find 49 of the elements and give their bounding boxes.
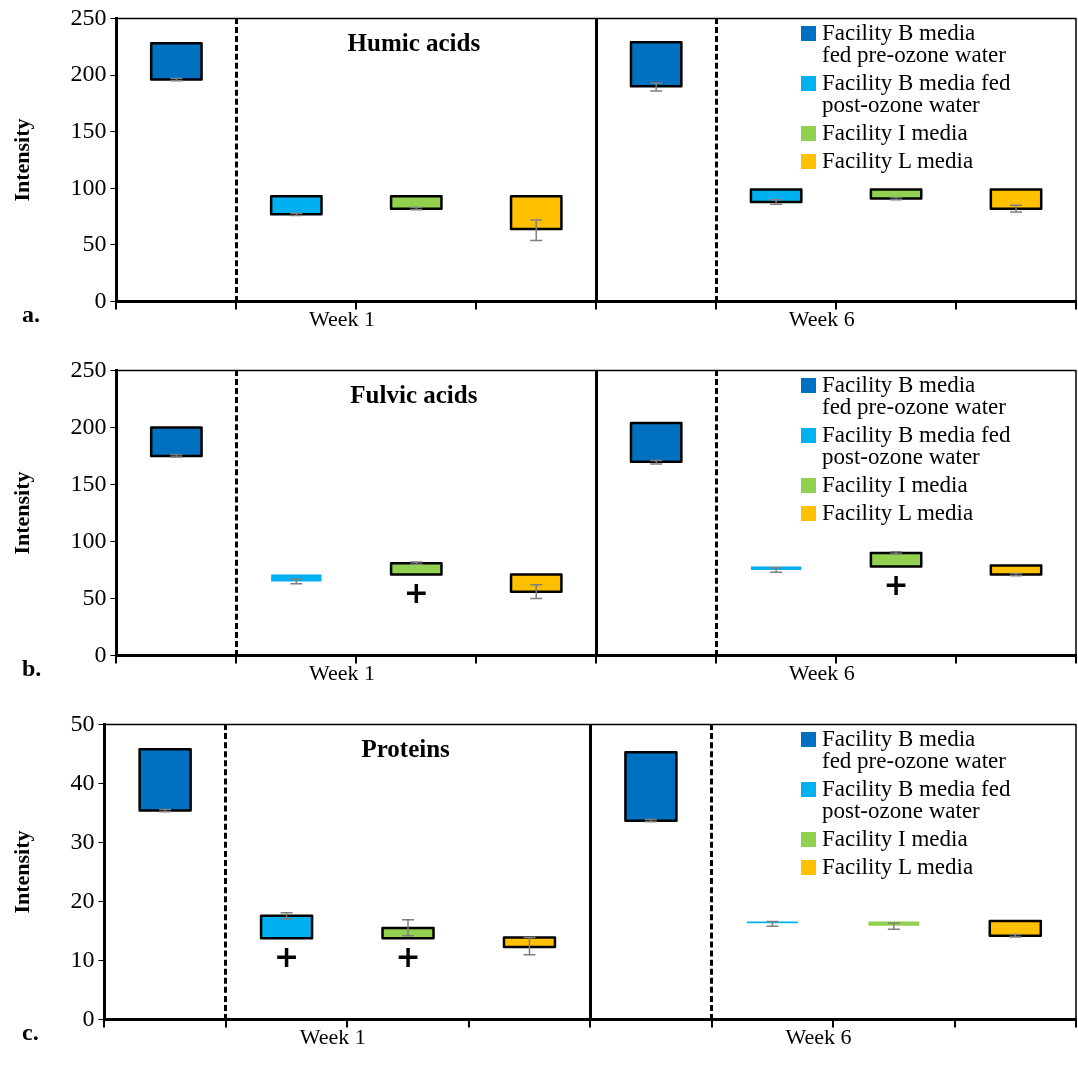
text: Week 6 xyxy=(788,306,855,332)
text: Week 1 xyxy=(308,660,375,686)
y-tick-label: 200 xyxy=(70,60,107,87)
y-tick-label: 250 xyxy=(70,3,107,30)
legend-label: Facility B media fed pre-ozone water xyxy=(822,372,1007,419)
y-tick-label: 100 xyxy=(70,173,107,200)
y-tick-label: 0 xyxy=(82,1004,95,1031)
y-tick-label: 0 xyxy=(94,640,107,667)
legend-label: Facility B media fed post-ozone water xyxy=(822,70,1012,117)
legend-label: Facility I media xyxy=(822,472,969,497)
y-tick-label: 100 xyxy=(70,526,107,553)
y-axis-title: Intensity xyxy=(8,471,34,555)
y-tick-label: 20 xyxy=(70,886,95,913)
legend-label: Facility L media xyxy=(822,500,975,525)
text: a. xyxy=(22,300,40,327)
y-axis-title: Intensity xyxy=(8,830,34,914)
legend-label: Facility B media fed pre-ozone water xyxy=(822,726,1007,773)
annotation: + xyxy=(395,938,421,974)
y-tick-label: 50 xyxy=(82,583,107,610)
y-tick-label: 250 xyxy=(70,355,107,382)
legend-label: Facility B media fed post-ozone water xyxy=(822,776,1012,823)
text: Week 1 xyxy=(299,1024,366,1050)
text: c. xyxy=(22,1018,39,1045)
legend-label: Facility I media xyxy=(822,120,969,145)
chart-title: Proteins xyxy=(361,735,451,763)
y-tick-label: 10 xyxy=(70,945,95,972)
text: Week 6 xyxy=(788,660,855,686)
text: b. xyxy=(22,654,42,681)
y-tick-label: 150 xyxy=(70,469,107,496)
legend-label: Facility I media xyxy=(822,826,969,851)
y-tick-label: 0 xyxy=(94,286,107,313)
text: Week 6 xyxy=(785,1024,852,1050)
legend-label: Facility L media xyxy=(822,854,975,879)
y-tick-label: 150 xyxy=(70,116,107,143)
chart-title: Humic acids xyxy=(347,29,481,57)
legend-label: Facility B media fed post-ozone water xyxy=(822,422,1012,469)
y-tick-label: 30 xyxy=(70,827,95,854)
annotation: + xyxy=(274,938,300,974)
y-tick-label: 50 xyxy=(82,230,107,257)
y-tick-label: 40 xyxy=(70,768,95,795)
legend-label: Facility B media fed pre-ozone water xyxy=(822,20,1007,67)
annotation: + xyxy=(883,567,909,603)
y-tick-label: 50 xyxy=(70,709,95,736)
legend-label: Facility L media xyxy=(822,148,975,173)
chart-title: Fulvic acids xyxy=(350,381,478,409)
annotation: + xyxy=(403,575,429,611)
y-axis-title: Intensity xyxy=(8,118,34,202)
y-tick-label: 200 xyxy=(70,412,107,439)
text: Week 1 xyxy=(308,306,375,332)
